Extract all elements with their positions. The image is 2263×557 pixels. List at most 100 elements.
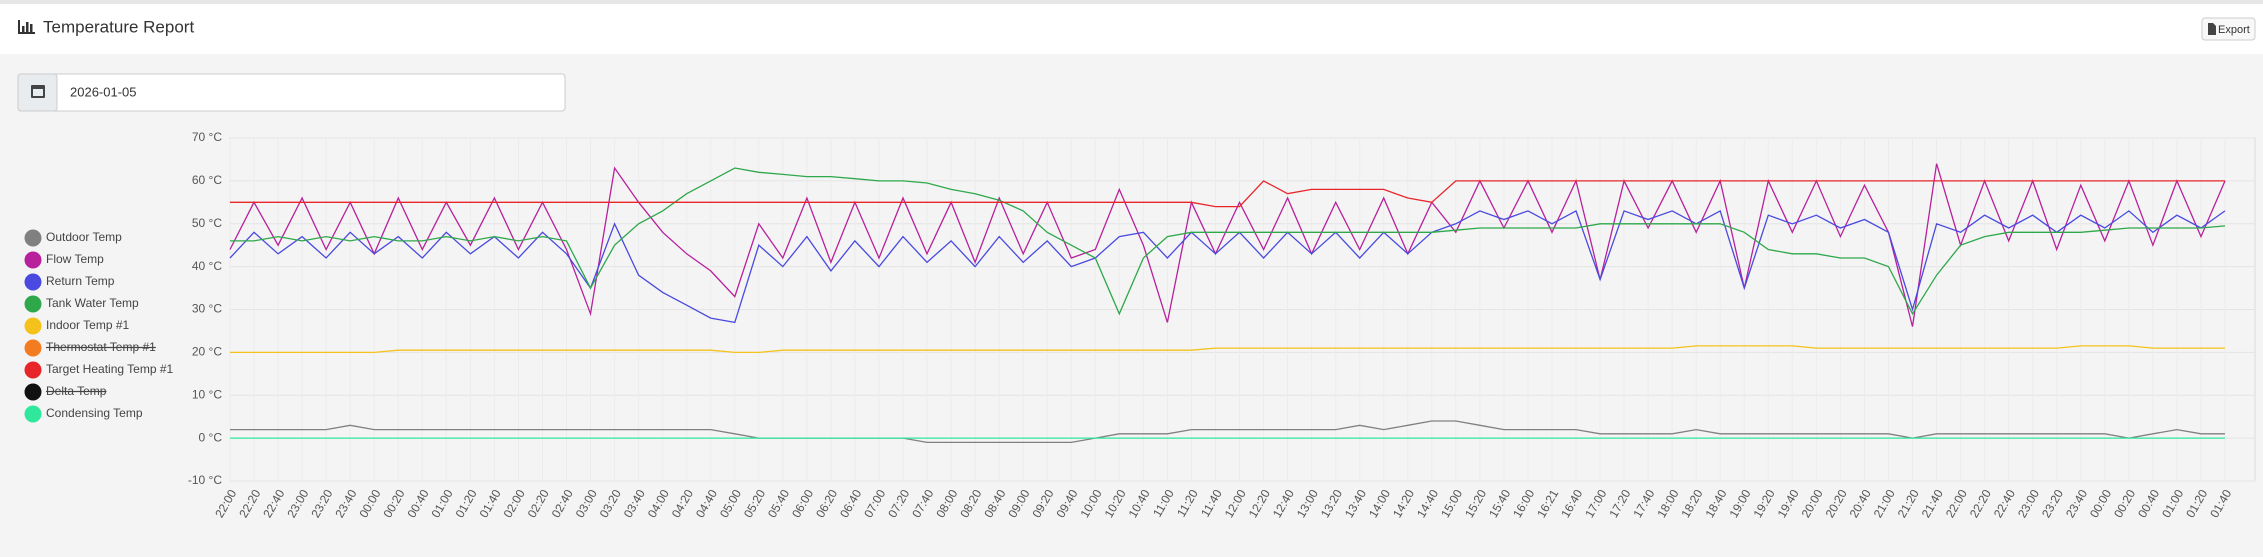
- x-tick-label: 15:20: [1462, 487, 1489, 520]
- series-line: [229, 163, 2226, 327]
- x-tick-label: 08:20: [957, 487, 984, 520]
- x-tick-label: 14:40: [1414, 487, 1441, 520]
- export-label: Export: [2218, 24, 2250, 36]
- x-tick-label: 18:00: [1654, 487, 1681, 520]
- date-value: 2026-01-05: [70, 84, 137, 99]
- legend-label: Return Temp: [46, 274, 115, 288]
- x-tick-label: 07:20: [885, 487, 912, 520]
- x-tick-label: 00:40: [404, 487, 431, 520]
- legend-swatch: [24, 405, 42, 423]
- x-tick-label: 09:40: [1053, 487, 1080, 520]
- x-tick-label: 17:40: [1630, 487, 1657, 520]
- y-tick-label: 50 °C: [192, 216, 222, 230]
- y-tick-label: -10 °C: [188, 473, 222, 487]
- legend-label: Condensing Temp: [46, 406, 143, 420]
- x-tick-label: 12:20: [1246, 487, 1273, 520]
- x-tick-label: 23:20: [2039, 487, 2066, 520]
- x-tick-label: 21:40: [1919, 487, 1946, 520]
- x-tick-label: 04:00: [645, 487, 672, 520]
- x-tick-label: 05:20: [741, 487, 768, 520]
- x-tick-label: 19:00: [1726, 487, 1753, 520]
- x-tick-label: 16:21: [1534, 487, 1561, 520]
- x-tick-label: 23:20: [308, 487, 335, 520]
- x-tick-label: 05:00: [717, 487, 744, 520]
- legend-swatch: [24, 295, 42, 313]
- x-tick-label: 09:20: [1029, 487, 1056, 520]
- x-tick-label: 15:00: [1438, 487, 1465, 520]
- x-tick-label: 13:00: [1294, 487, 1321, 520]
- x-tick-label: 16:40: [1558, 487, 1585, 520]
- x-tick-label: 03:00: [573, 487, 600, 520]
- x-tick-label: 23:00: [2015, 487, 2042, 520]
- x-tick-label: 04:20: [669, 487, 696, 520]
- series-line: [229, 209, 2226, 324]
- series-line: [230, 167, 2226, 316]
- x-tick-label: 22:00: [212, 487, 239, 520]
- page-title: Temperature Report: [43, 17, 194, 36]
- x-tick-label: 19:20: [1751, 487, 1778, 520]
- x-tick-label: 06:40: [837, 487, 864, 520]
- series-line: [230, 345, 2225, 354]
- x-tick-label: 17:20: [1606, 487, 1633, 520]
- x-tick-label: 14:20: [1390, 487, 1417, 520]
- date-input[interactable]: 2026-01-05: [17, 73, 566, 112]
- y-tick-label: 30 °C: [192, 302, 222, 316]
- y-tick-label: 70 °C: [192, 130, 222, 144]
- x-tick-label: 18:20: [1678, 487, 1705, 520]
- legend-label: Tank Water Temp: [46, 296, 139, 310]
- x-tick-label: 00:00: [2087, 487, 2114, 520]
- x-tick-label: 10:00: [1078, 487, 1105, 520]
- series-line: [230, 420, 2225, 444]
- x-tick-label: 10:40: [1126, 487, 1153, 520]
- x-tick-label: 01:00: [429, 487, 456, 520]
- y-tick-label: 20 °C: [192, 345, 222, 359]
- x-tick-label: 23:40: [2063, 487, 2090, 520]
- x-tick-label: 00:20: [380, 487, 407, 520]
- x-tick-label: 01:20: [453, 487, 480, 520]
- x-tick-label: 14:00: [1366, 487, 1393, 520]
- x-tick-label: 19:40: [1775, 487, 1802, 520]
- y-tick-label: 40 °C: [192, 259, 222, 273]
- legend-swatch: [24, 229, 42, 247]
- chart-icon: [18, 20, 35, 34]
- x-tick-label: 10:20: [1102, 487, 1129, 520]
- x-tick-label: 11:40: [1198, 487, 1225, 520]
- x-tick-label: 21:20: [1895, 487, 1922, 520]
- x-tick-label: 00:20: [2111, 487, 2138, 520]
- legend-label: Thermostat Temp #1: [46, 340, 156, 354]
- x-tick-label: 01:40: [477, 487, 504, 520]
- x-tick-label: 11:00: [1150, 487, 1177, 520]
- x-tick-label: 01:20: [2183, 487, 2210, 520]
- legend-label: Outdoor Temp: [46, 230, 122, 244]
- x-tick-label: 17:00: [1582, 487, 1609, 520]
- x-tick-label: 12:40: [1270, 487, 1297, 520]
- header-bar: [0, 4, 2263, 54]
- series-line: [230, 180, 2225, 208]
- x-tick-label: 08:00: [933, 487, 960, 520]
- x-tick-label: 02:00: [501, 487, 528, 520]
- x-tick-label: 11:20: [1174, 487, 1201, 520]
- y-tick-label: 0 °C: [199, 430, 223, 444]
- legend-swatch: [24, 383, 42, 401]
- legend-label: Target Heating Temp #1: [46, 362, 174, 376]
- x-tick-label: 13:20: [1318, 487, 1345, 520]
- x-tick-label: 06:00: [789, 487, 816, 520]
- legend-swatch: [24, 273, 42, 291]
- x-tick-label: 22:00: [1943, 487, 1970, 520]
- x-tick-label: 00:00: [356, 487, 383, 520]
- x-tick-label: 05:40: [765, 487, 792, 520]
- x-tick-label: 01:40: [2207, 487, 2234, 520]
- x-tick-label: 03:40: [621, 487, 648, 520]
- x-tick-label: 22:40: [260, 487, 287, 520]
- x-tick-label: 20:00: [1799, 487, 1826, 520]
- x-tick-label: 13:40: [1342, 487, 1369, 520]
- x-tick-label: 22:20: [236, 487, 263, 520]
- x-tick-label: 22:40: [1991, 487, 2018, 520]
- x-tick-label: 23:40: [332, 487, 359, 520]
- x-tick-label: 02:40: [549, 487, 576, 520]
- x-tick-label: 03:20: [597, 487, 624, 520]
- export-button[interactable]: Export: [2201, 17, 2256, 41]
- x-tick-label: 20:40: [1847, 487, 1874, 520]
- x-tick-label: 18:40: [1702, 487, 1729, 520]
